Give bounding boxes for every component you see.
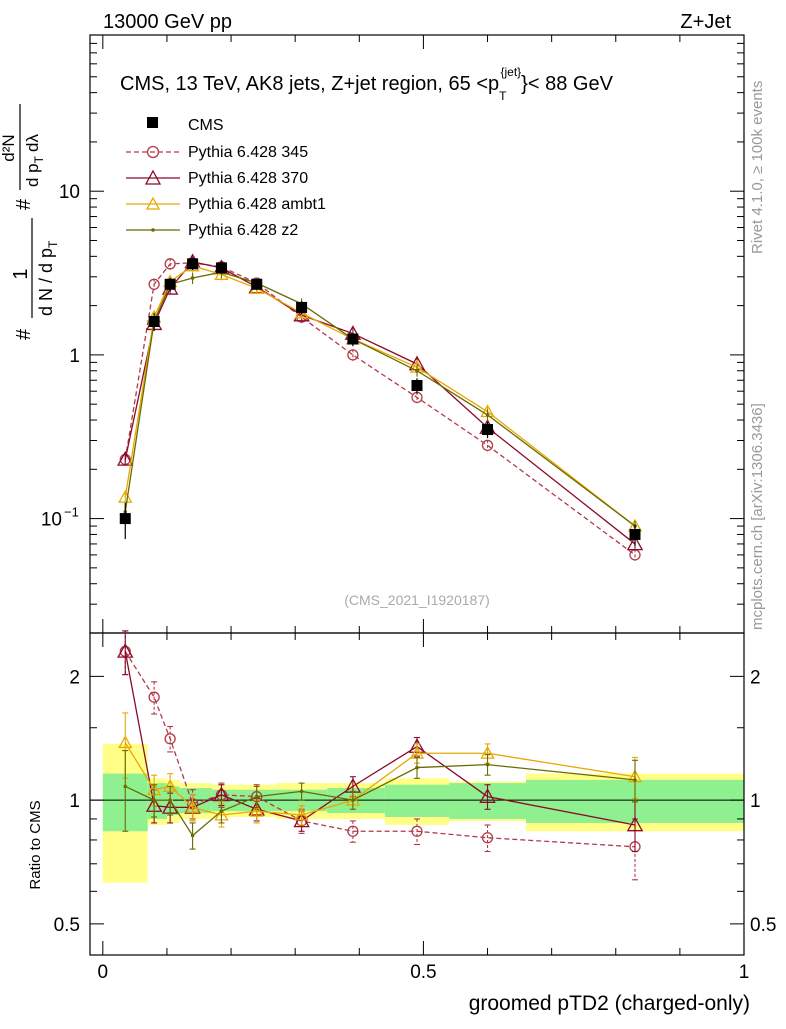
main-point-z2 [190,276,195,280]
data-point [164,278,176,290]
header-right: Z+Jet [680,11,731,33]
data-point [347,333,359,345]
legend-z2-marker [151,228,155,232]
mcplots-label: mcplots.cern.ch [arXiv:1306.3436] [749,403,766,630]
ratio-y-tick-label-right: 0.5 [750,915,776,936]
x-tick-label: 0 [98,962,109,983]
ratio-panel-frame [89,632,745,956]
main-ylabel: # 1 d N / d pT # d²N d pTdλ [0,104,60,340]
data-point [187,258,199,270]
ratio-point-ambt1 [118,735,133,749]
ratio-point-z2 [123,784,128,789]
main-line-ambt1 [124,265,636,527]
data-point [251,278,263,290]
rivet-label: Rivet 4.1.0, ≥ 100k events [749,81,766,254]
band-inner-bin [147,783,167,819]
main-line-p345 [124,262,636,556]
ratio-point-z2 [485,762,490,767]
main-y-tick-label: 10 [41,510,62,531]
analysis-id: (CMS_2021_I1920187) [344,592,490,608]
ratio-point-z2 [351,798,355,802]
ratio-y-tick-label-right: 2 [750,667,761,688]
x-tick-label: 1 [739,962,750,983]
ratio-point-p370 [117,642,134,658]
main-y-tick-exponent: −1 [64,505,79,520]
ratio-point-z2 [190,833,195,838]
ratio-point-p345 [164,733,176,745]
data-point [411,380,423,392]
ratio-point-z2 [299,789,304,794]
ylabel-hash-1: # [13,328,35,340]
ratio-point-z2 [254,794,259,799]
header-left: 13000 GeV pp [103,11,232,33]
ratio-point-z2 [219,809,224,813]
data-point [296,301,308,313]
band-inner-bin [384,784,450,817]
main-title: CMS, 13 TeV, AK8 jets, Z+jet region, 65 … [120,65,614,103]
legend-ambt1-label: Pythia 6.428 ambt1 [188,196,326,213]
ratio-point-p370 [479,788,496,803]
main-point-p345 [164,258,176,270]
legend-p370-marker [144,169,162,185]
ratio-point-p345 [148,691,160,703]
main-line-p370 [124,261,636,545]
main-line-z2 [124,271,636,527]
ratio-point-p345 [347,825,359,837]
ratio-y-tick-label: 0.5 [54,915,80,936]
ylabel-num-1: 1 [10,268,32,279]
ratio-ylabel: Ratio to CMS [27,800,44,889]
legend: CMS Pythia 6.428 345 Pythia 6.428 370 Py… [126,117,326,239]
main-point-p345 [347,349,359,361]
main-y-tick-label: 10 [59,182,80,203]
x-axis-label: groomed pTD2 (charged-only) [469,992,750,1015]
data-point [482,424,494,436]
ratio-point-z2 [168,798,172,802]
legend-ambt1-marker [145,196,161,210]
legend-p345-marker [146,145,160,159]
main-point-p370 [117,450,134,466]
ratio-point-ambt1 [185,800,200,813]
legend-cms-label: CMS [188,117,224,134]
main-point-ambt1 [118,489,133,503]
ylabel-hash-2: # [13,198,35,210]
main-point-p370 [626,535,644,551]
ylabel-den-2: d pTdλ [23,134,46,187]
ylabel-den-1: d N / d pT [36,240,60,316]
ratio-point-z2 [152,798,156,802]
main-point-z2 [415,368,419,373]
data-point [629,528,641,540]
ratio-y-tick-label: 2 [69,667,80,688]
data-point [119,513,131,525]
ylabel-num-2: d²N [0,134,18,161]
ratio-point-z2 [415,765,419,770]
x-tick-label: 0.5 [410,962,436,983]
ratio-point-p345 [411,825,423,837]
ratio-point-ambt1 [249,803,264,817]
main-point-z2 [485,413,490,417]
data-point [148,315,160,327]
ratio-point-p370 [626,816,644,832]
legend-p370-label: Pythia 6.428 370 [188,170,308,187]
ratio-y-tick-label-right: 1 [750,791,761,812]
legend-z2-label: Pythia 6.428 z2 [188,222,298,239]
main-point-p345 [481,439,494,452]
main-y-tick-label: 1 [69,346,80,367]
ratio-y-tick-label: 1 [69,791,80,812]
main-point-p345 [148,278,160,290]
ratio-point-ambt1 [294,807,309,821]
data-point [215,262,227,274]
main-point-ambt1 [214,267,229,280]
ratio-point-p345 [481,832,494,844]
series-layer [117,253,644,881]
legend-cms-marker [147,117,158,128]
ratio-point-z2 [633,778,637,782]
legend-p345-label: Pythia 6.428 345 [188,144,308,161]
